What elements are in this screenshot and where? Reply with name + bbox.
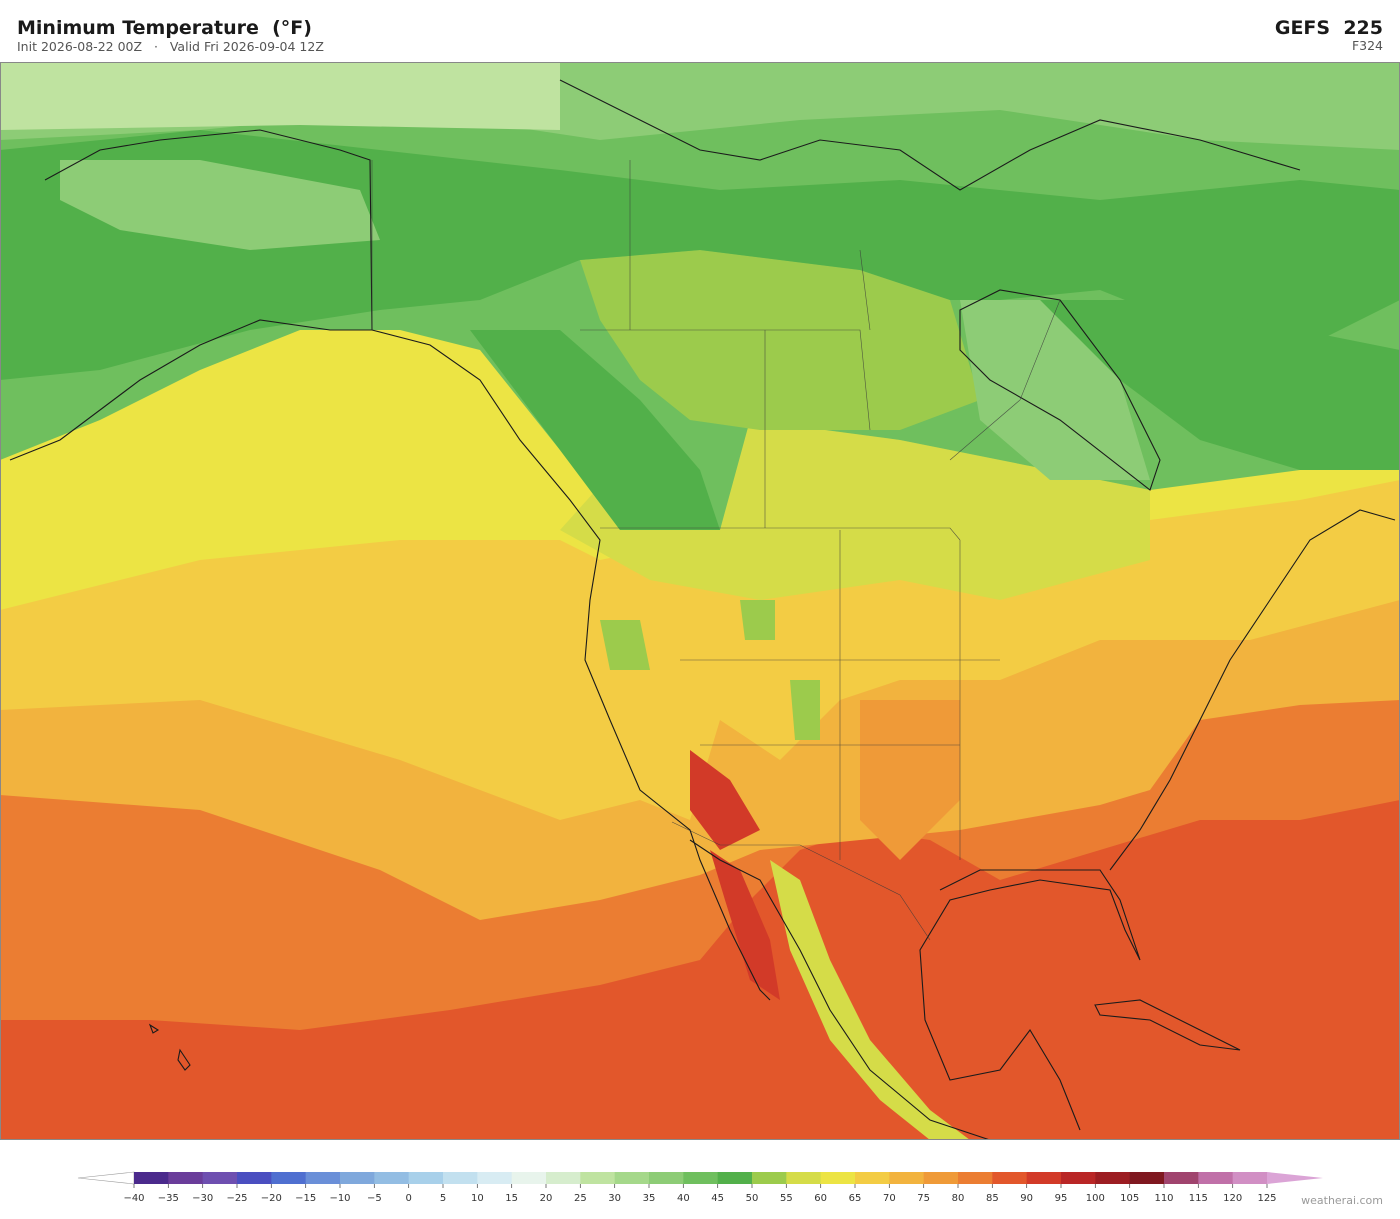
colorbar-segment xyxy=(305,1172,341,1184)
colorbar-tick-label: 110 xyxy=(1154,1193,1173,1204)
colorbar-tick-label: 105 xyxy=(1120,1193,1139,1204)
colorbar-segment xyxy=(717,1172,753,1184)
colorbar-tick-label: 125 xyxy=(1257,1193,1276,1204)
colorbar-tick-label: 65 xyxy=(849,1193,862,1204)
colorbar-tick-label: −40 xyxy=(123,1193,144,1204)
colorbar-tick-label: 50 xyxy=(746,1193,759,1204)
colorbar-segment xyxy=(1164,1172,1199,1184)
colorbar-segment xyxy=(614,1172,650,1184)
colorbar-tick-label: −25 xyxy=(226,1193,247,1204)
colorbar-tick-label: 100 xyxy=(1086,1193,1105,1204)
watermark: weatherai.com xyxy=(1301,1194,1383,1207)
colorbar-segment xyxy=(237,1172,272,1184)
colorbar-tick-label: 70 xyxy=(883,1193,896,1204)
colorbar-tick-label: 55 xyxy=(780,1193,793,1204)
colorbar-segment xyxy=(202,1172,238,1184)
colorbar-segment xyxy=(408,1172,444,1184)
colorbar-tick-label: 85 xyxy=(986,1193,999,1204)
colorbar-segment xyxy=(1232,1172,1268,1184)
colorbar-tick-label: −20 xyxy=(261,1193,282,1204)
colorbar-tick-label: 75 xyxy=(917,1193,930,1204)
colorbar-segment xyxy=(580,1172,616,1184)
colorbar-segment xyxy=(889,1172,925,1184)
colorbar-over xyxy=(1267,1172,1323,1184)
colorbar-segment xyxy=(271,1172,307,1184)
colorbar-tick-label: 40 xyxy=(677,1193,690,1204)
colorbar-segment xyxy=(820,1172,856,1184)
colorbar-segment xyxy=(374,1172,410,1184)
colorbar-segment xyxy=(477,1172,513,1184)
colorbar-segment xyxy=(1198,1172,1234,1184)
forecast-hour: F324 xyxy=(1352,38,1383,53)
colorbar-segment xyxy=(752,1172,787,1184)
colorbar-tick-label: 30 xyxy=(608,1193,621,1204)
colorbar: −40 −35 −30 −25 −20 −15 −10 −5 0 5 10 15 20 25 30 35 40 4… xyxy=(77,1171,1323,1204)
colorbar-segment xyxy=(683,1172,719,1184)
colorbar-tick-label: 35 xyxy=(643,1193,656,1204)
colorbar-segment xyxy=(855,1172,890,1184)
colorbar-tick-label: 115 xyxy=(1189,1193,1208,1204)
colorbar-segment xyxy=(340,1172,375,1184)
colorbar-tick-label: 60 xyxy=(814,1193,827,1204)
model-name: GEFS 225 xyxy=(1275,17,1383,39)
colorbar-segment xyxy=(1026,1172,1062,1184)
colorbar-tick-label: 120 xyxy=(1223,1193,1242,1204)
colorbar-segment xyxy=(443,1172,478,1184)
colorbar-segment xyxy=(168,1172,204,1184)
colorbar-tick-label: 25 xyxy=(574,1193,587,1204)
colorbar-tick-label: 5 xyxy=(440,1193,446,1204)
colorbar-tick-label: 95 xyxy=(1055,1193,1068,1204)
colorbar-segment xyxy=(786,1172,822,1184)
colorbar-under xyxy=(77,1171,135,1185)
colorbar-tick-label: 20 xyxy=(540,1193,553,1204)
colorbar-tick-label: −30 xyxy=(192,1193,213,1204)
colorbar-segment xyxy=(992,1172,1028,1184)
colorbar-segment xyxy=(134,1172,169,1184)
colorbar-segment xyxy=(923,1172,959,1184)
colorbar-tick-label: −5 xyxy=(367,1193,382,1204)
colorbar-segment xyxy=(649,1172,684,1184)
colorbar-tick-label: 15 xyxy=(505,1193,518,1204)
colorbar-tick-label: 90 xyxy=(1020,1193,1033,1204)
colorbar-segment xyxy=(546,1172,581,1184)
map-title: Minimum Temperature (°F) xyxy=(17,17,312,39)
colorbar-tick-label: −10 xyxy=(329,1193,350,1204)
colorbar-segment xyxy=(511,1172,547,1184)
colorbar-tick-label: −15 xyxy=(295,1193,316,1204)
colorbar-tick-label: −35 xyxy=(158,1193,179,1204)
colorbar-tick-label: 80 xyxy=(952,1193,965,1204)
colorbar-segment xyxy=(1095,1172,1131,1184)
subtitle: Init 2026-08-22 00Z · Valid Fri 2026-09-… xyxy=(17,39,324,54)
colorbar-tick-label: 0 xyxy=(405,1193,411,1204)
colorbar-segment xyxy=(958,1172,993,1184)
temperature-field xyxy=(0,62,1400,1140)
colorbar-segment xyxy=(1061,1172,1096,1184)
colorbar-tick-label: 10 xyxy=(471,1193,484,1204)
colorbar-tick-label: 45 xyxy=(711,1193,724,1204)
colorbar-segment xyxy=(1129,1172,1165,1184)
